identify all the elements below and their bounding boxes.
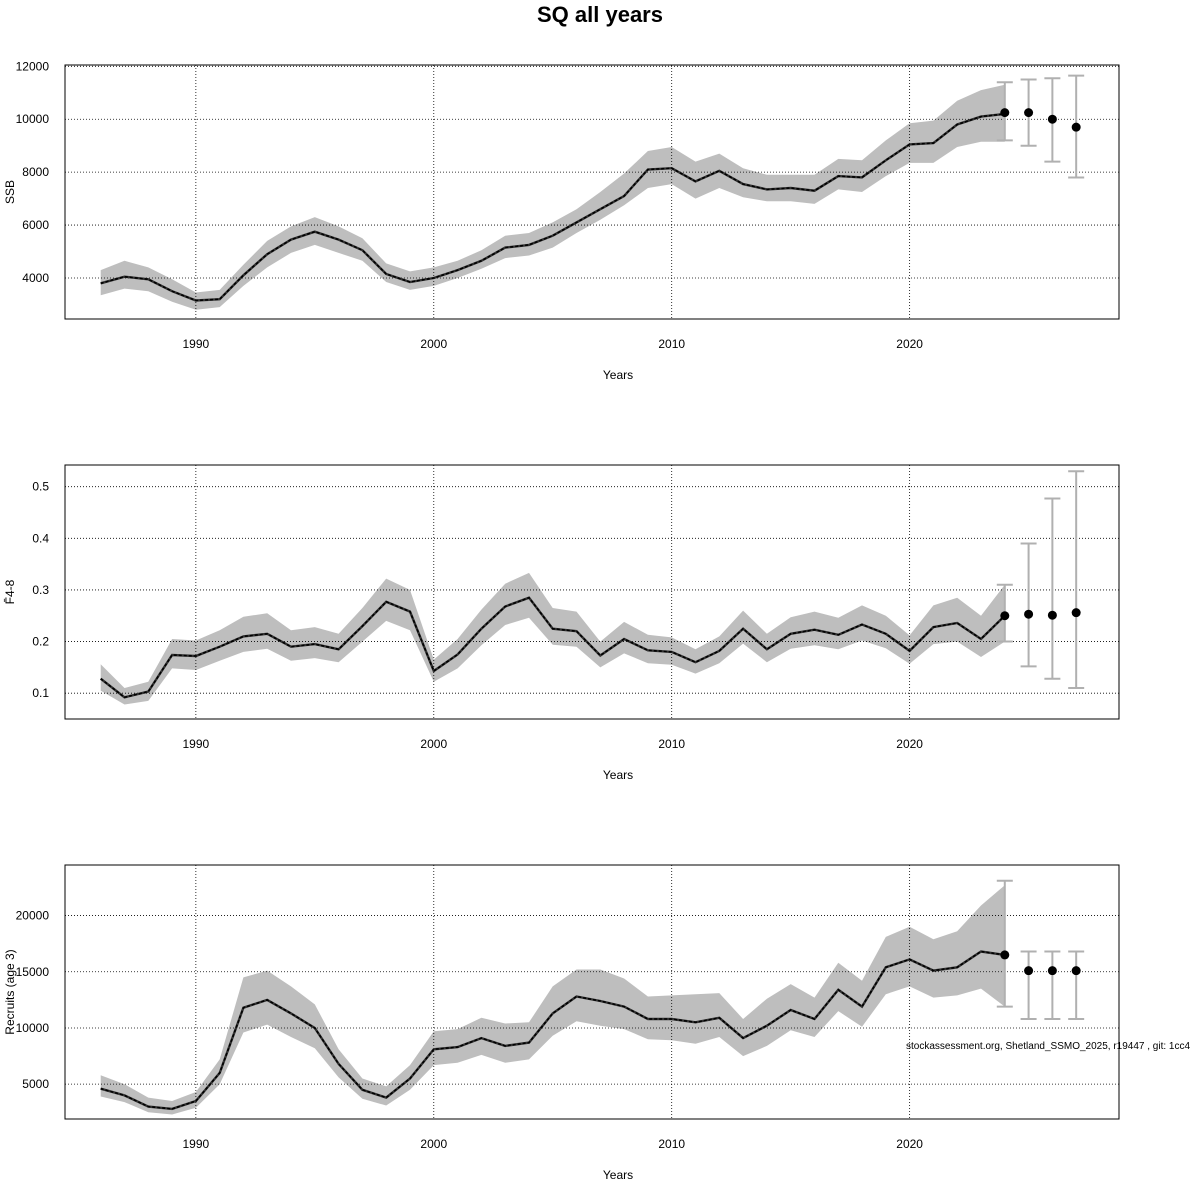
x-tick-label: 2000 [420,1137,447,1151]
forecast-point [1000,611,1010,621]
x-tick-label: 2010 [658,337,685,351]
x-axis-label: Years [603,768,633,782]
y-tick-label: 0.1 [32,686,49,700]
x-tick-label: 2000 [420,737,447,751]
y-tick-label: 15000 [16,965,50,979]
forecast-point [1071,122,1081,132]
estimate-line [100,950,1005,1111]
y-axis-label: Recruits (age 3) [3,949,17,1034]
x-tick-label: 1990 [183,1137,210,1151]
plot-frame [64,864,1120,1120]
y-tick-label: 5000 [22,1077,49,1091]
y-axis-label: F̄4-8 [3,579,17,604]
forecast-point [1024,108,1034,118]
forecast-point [1071,608,1081,618]
x-tick-label: 2000 [420,337,447,351]
confidence-band [100,572,1005,705]
x-axis-label: Years [603,368,633,382]
x-tick-label: 2020 [896,737,923,751]
forecast-point [1024,966,1034,976]
chart-title: SQ all years [537,2,663,27]
y-tick-label: 10000 [16,112,50,126]
x-tick-label: 2010 [658,737,685,751]
forecast-point [1071,966,1081,976]
estimate-line-dashed [100,113,1005,302]
plot-frame [64,64,1120,320]
y-tick-label: 10000 [16,1021,50,1035]
x-tick-label: 2020 [896,337,923,351]
y-tick-label: 12000 [16,59,50,73]
forecast-point [1000,108,1010,118]
forecast-point [1047,610,1057,620]
forecast-point [1024,609,1034,619]
y-tick-label: 0.4 [32,531,49,545]
x-tick-label: 1990 [183,737,210,751]
y-tick-label: 0.3 [32,583,49,597]
estimate-line-dashed [100,596,1006,699]
forecast-point [1047,114,1057,124]
x-axis-label: Years [603,1168,633,1182]
forecast-point [1047,966,1057,976]
x-tick-label: 2010 [658,1137,685,1151]
x-tick-label: 1990 [183,337,210,351]
forecast-point [1000,950,1010,960]
y-tick-label: 0.5 [32,480,49,494]
panel-1: 1990 2000 2010 2020 4000 6000 8000 10000 12000 Ye… [3,59,1120,382]
y-tick-label: 20000 [16,909,50,923]
confidence-band [100,885,1005,1115]
y-tick-label: 4000 [22,271,49,285]
panel-2: 1990 2000 2010 2020 0.1 0.2 0.3 0.4 0.5 Years F̄4-… [3,464,1120,782]
confidence-band [100,84,1005,310]
y-axis-label: SSB [3,180,17,204]
footnote: stockassessment.org, Shetland_SSMO_2025,… [906,1041,1191,1052]
y-tick-label: 0.2 [32,635,49,649]
y-tick-label: 6000 [22,218,49,232]
x-tick-label: 2020 [896,1137,923,1151]
y-tick-label: 8000 [22,165,49,179]
plot-frame [64,464,1120,720]
panel-3: 1990 2000 2010 2020 5000 10000 15000 20000 Years… [3,864,1120,1182]
